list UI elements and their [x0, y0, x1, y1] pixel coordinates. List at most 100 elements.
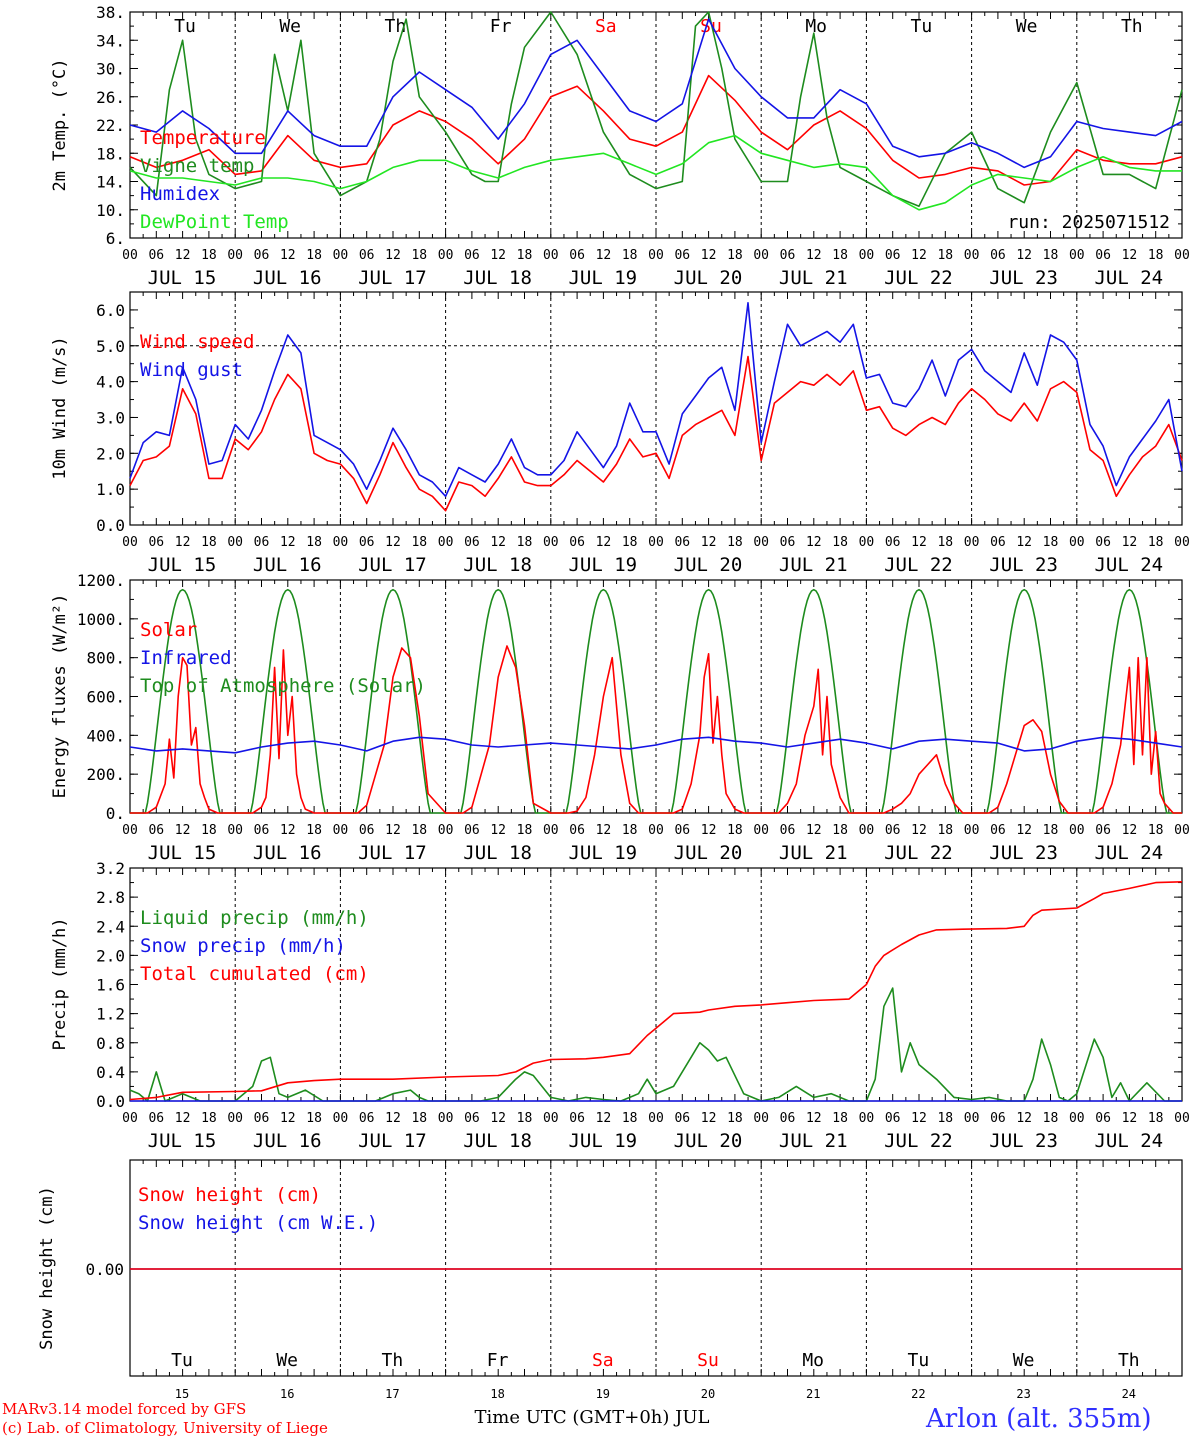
hour-label: 18 [937, 535, 953, 550]
top-day-name: We [279, 16, 301, 37]
hour-label: 06 [780, 823, 796, 838]
bottom-day-name: We [1013, 1350, 1035, 1371]
hour-label: 06 [990, 248, 1006, 263]
hour-label: 06 [1095, 248, 1111, 263]
date-label: JUL 24 [1094, 842, 1163, 864]
temp-series-vigne-temp [129, 11, 1183, 207]
date-label: JUL 22 [884, 554, 953, 576]
y-tick-label: 10. [96, 201, 125, 220]
hour-label: 12 [806, 823, 822, 838]
hour-label: 00 [543, 1111, 559, 1126]
hour-label: 18 [1148, 248, 1164, 263]
hour-label: 12 [701, 1111, 717, 1126]
date-label: JUL 19 [568, 842, 637, 864]
y-tick-label: 3.2 [96, 859, 125, 878]
bottom-day-number: 20 [701, 1387, 715, 1401]
hour-label: 18 [832, 248, 848, 263]
hour-label: 06 [569, 1111, 585, 1126]
hour-label: 18 [517, 535, 533, 550]
infrared-series [129, 736, 1183, 754]
temp-legend-2: Vigne temp [140, 155, 254, 177]
hour-label: 00 [1174, 1111, 1190, 1126]
hour-label: 12 [701, 535, 717, 550]
hour-label: 00 [859, 1111, 875, 1126]
hour-label: 18 [832, 1111, 848, 1126]
hour-label: 06 [464, 248, 480, 263]
hour-label: 00 [333, 248, 349, 263]
hour-label: 18 [622, 1111, 638, 1126]
hour-label: 18 [411, 535, 427, 550]
hour-label: 06 [359, 535, 375, 550]
hour-label: 00 [648, 1111, 664, 1126]
bottom-day-name: We [276, 1350, 298, 1371]
hour-label: 00 [1069, 535, 1085, 550]
top-day-name: Fr [490, 16, 512, 37]
hour-label: 06 [885, 535, 901, 550]
y-tick-label: 6.0 [96, 301, 125, 320]
hour-label: 18 [727, 535, 743, 550]
hour-label: 00 [753, 1111, 769, 1126]
hour-label: 12 [490, 1111, 506, 1126]
top-day-name: Tu [174, 16, 196, 37]
hour-label: 00 [227, 823, 243, 838]
date-label: JUL 23 [989, 554, 1058, 576]
hour-label: 00 [859, 823, 875, 838]
panel-3-ylabel: Energy fluxes (W/m²) [50, 594, 70, 799]
bottom-day-number: 15 [175, 1387, 189, 1401]
hour-label: 00 [543, 248, 559, 263]
hour-label: 06 [885, 248, 901, 263]
hour-label: 12 [911, 535, 927, 550]
hour-label: 00 [753, 535, 769, 550]
x-axis-title: Time UTC (GMT+0h) JUL [475, 1407, 710, 1428]
hour-label: 12 [490, 248, 506, 263]
hour-label: 06 [254, 1111, 270, 1126]
hour-label: 18 [937, 1111, 953, 1126]
date-label: JUL 22 [884, 267, 953, 289]
date-label: JUL 20 [674, 554, 743, 576]
hour-label: 06 [885, 823, 901, 838]
bottom-day-number: 21 [806, 1387, 820, 1401]
top-day-name: Th [385, 16, 407, 37]
hour-label: 18 [411, 248, 427, 263]
hour-label: 06 [464, 535, 480, 550]
hour-label: 12 [806, 248, 822, 263]
top-day-name: Sa [595, 16, 617, 37]
hour-label: 06 [885, 1111, 901, 1126]
hour-label: 00 [227, 248, 243, 263]
hour-label: 18 [1148, 823, 1164, 838]
date-label: JUL 16 [253, 1130, 322, 1152]
date-label: JUL 22 [884, 842, 953, 864]
hour-label: 06 [464, 823, 480, 838]
date-label: JUL 22 [884, 1130, 953, 1152]
hour-label: 00 [964, 535, 980, 550]
hour-label: 12 [911, 823, 927, 838]
hour-label: 18 [306, 823, 322, 838]
hour-label: 06 [569, 248, 585, 263]
hour-label: 06 [569, 823, 585, 838]
hour-label: 12 [596, 248, 612, 263]
hour-label: 00 [1174, 535, 1190, 550]
y-tick-label: 0.0 [96, 1092, 125, 1111]
wind-series-wind-gust [129, 301, 1183, 498]
hour-label: 06 [674, 1111, 690, 1126]
hour-label: 06 [359, 823, 375, 838]
hour-label: 18 [411, 1111, 427, 1126]
hour-label: 00 [1174, 823, 1190, 838]
hour-label: 18 [622, 535, 638, 550]
date-label: JUL 23 [989, 1130, 1058, 1152]
date-label: JUL 24 [1094, 554, 1163, 576]
hour-label: 00 [122, 823, 138, 838]
hour-label: 06 [1095, 823, 1111, 838]
hour-label: 12 [596, 535, 612, 550]
energy-legend-2: Infrared [140, 647, 232, 669]
hour-label: 12 [280, 823, 296, 838]
temp-series-humidex [129, 18, 1183, 169]
y-tick-label: 1200. [77, 571, 125, 590]
precip-series-liquid-precip-mm-h- [129, 987, 1182, 1102]
hour-label: 06 [780, 535, 796, 550]
hour-label: 12 [1016, 823, 1032, 838]
y-tick-label: 600. [86, 688, 125, 707]
hour-label: 18 [201, 248, 217, 263]
hour-label: 06 [254, 823, 270, 838]
